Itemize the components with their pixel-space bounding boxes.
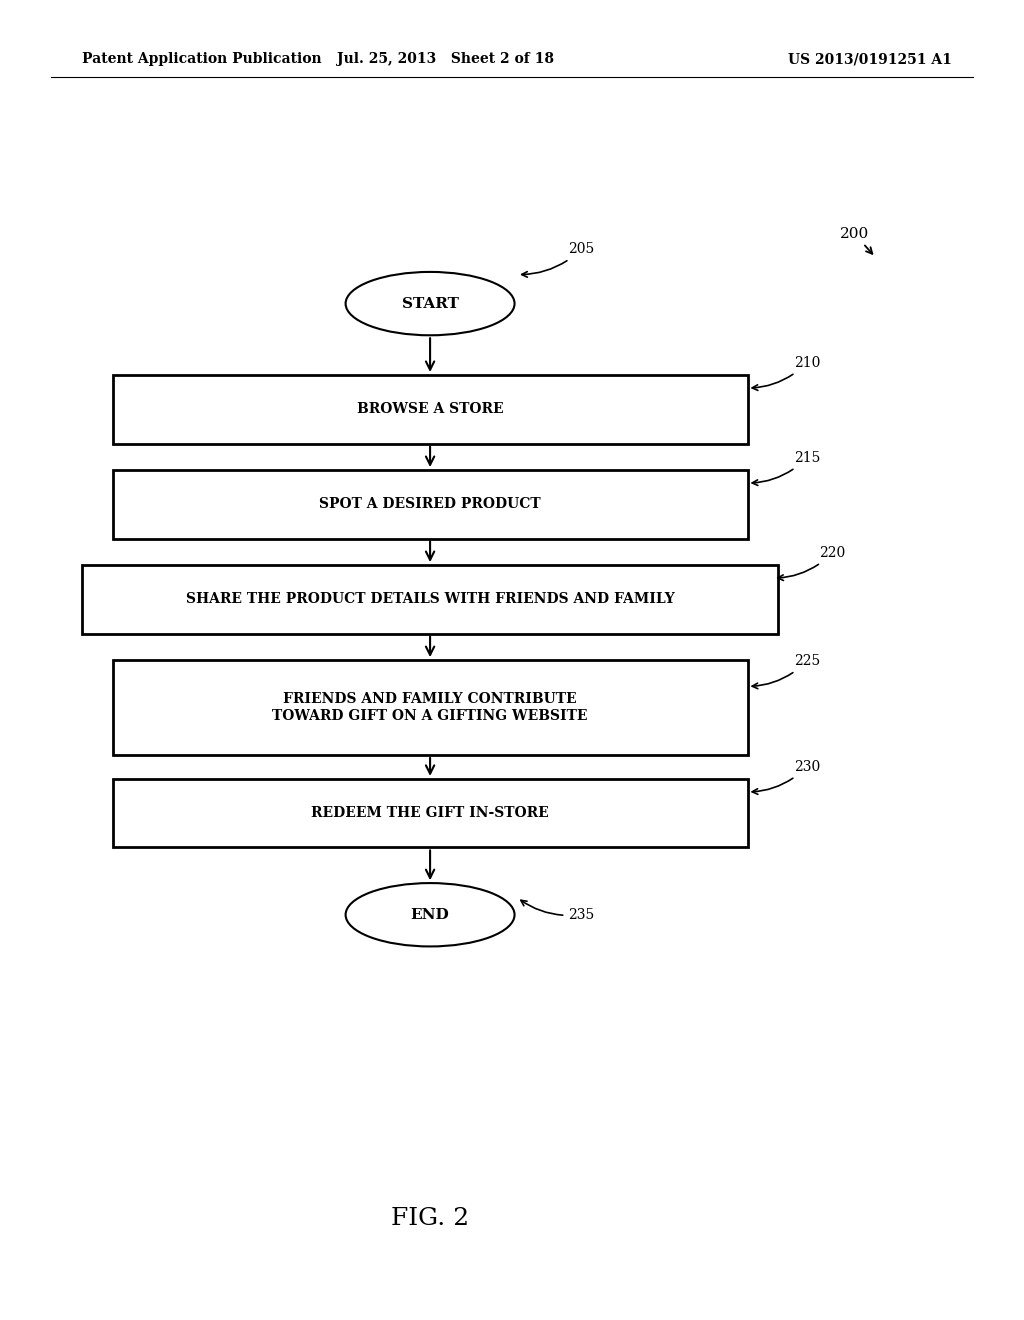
Text: BROWSE A STORE: BROWSE A STORE — [356, 403, 504, 416]
Text: US 2013/0191251 A1: US 2013/0191251 A1 — [788, 53, 952, 66]
Text: START: START — [401, 297, 459, 310]
Text: END: END — [411, 908, 450, 921]
Text: 210: 210 — [753, 356, 820, 391]
Text: 215: 215 — [753, 451, 820, 486]
Text: 235: 235 — [521, 900, 595, 921]
Text: 205: 205 — [522, 243, 595, 277]
Text: SPOT A DESIRED PRODUCT: SPOT A DESIRED PRODUCT — [319, 498, 541, 511]
Text: FIG. 2: FIG. 2 — [391, 1206, 469, 1230]
Text: 225: 225 — [753, 655, 820, 689]
Text: FRIENDS AND FAMILY CONTRIBUTE
TOWARD GIFT ON A GIFTING WEBSITE: FRIENDS AND FAMILY CONTRIBUTE TOWARD GIF… — [272, 693, 588, 722]
Text: REDEEM THE GIFT IN-STORE: REDEEM THE GIFT IN-STORE — [311, 807, 549, 820]
Text: 230: 230 — [753, 760, 820, 795]
Text: Patent Application Publication: Patent Application Publication — [82, 53, 322, 66]
Text: 200: 200 — [840, 227, 872, 253]
Text: SHARE THE PRODUCT DETAILS WITH FRIENDS AND FAMILY: SHARE THE PRODUCT DETAILS WITH FRIENDS A… — [185, 593, 675, 606]
Text: 220: 220 — [778, 546, 846, 581]
Text: Jul. 25, 2013   Sheet 2 of 18: Jul. 25, 2013 Sheet 2 of 18 — [337, 53, 554, 66]
